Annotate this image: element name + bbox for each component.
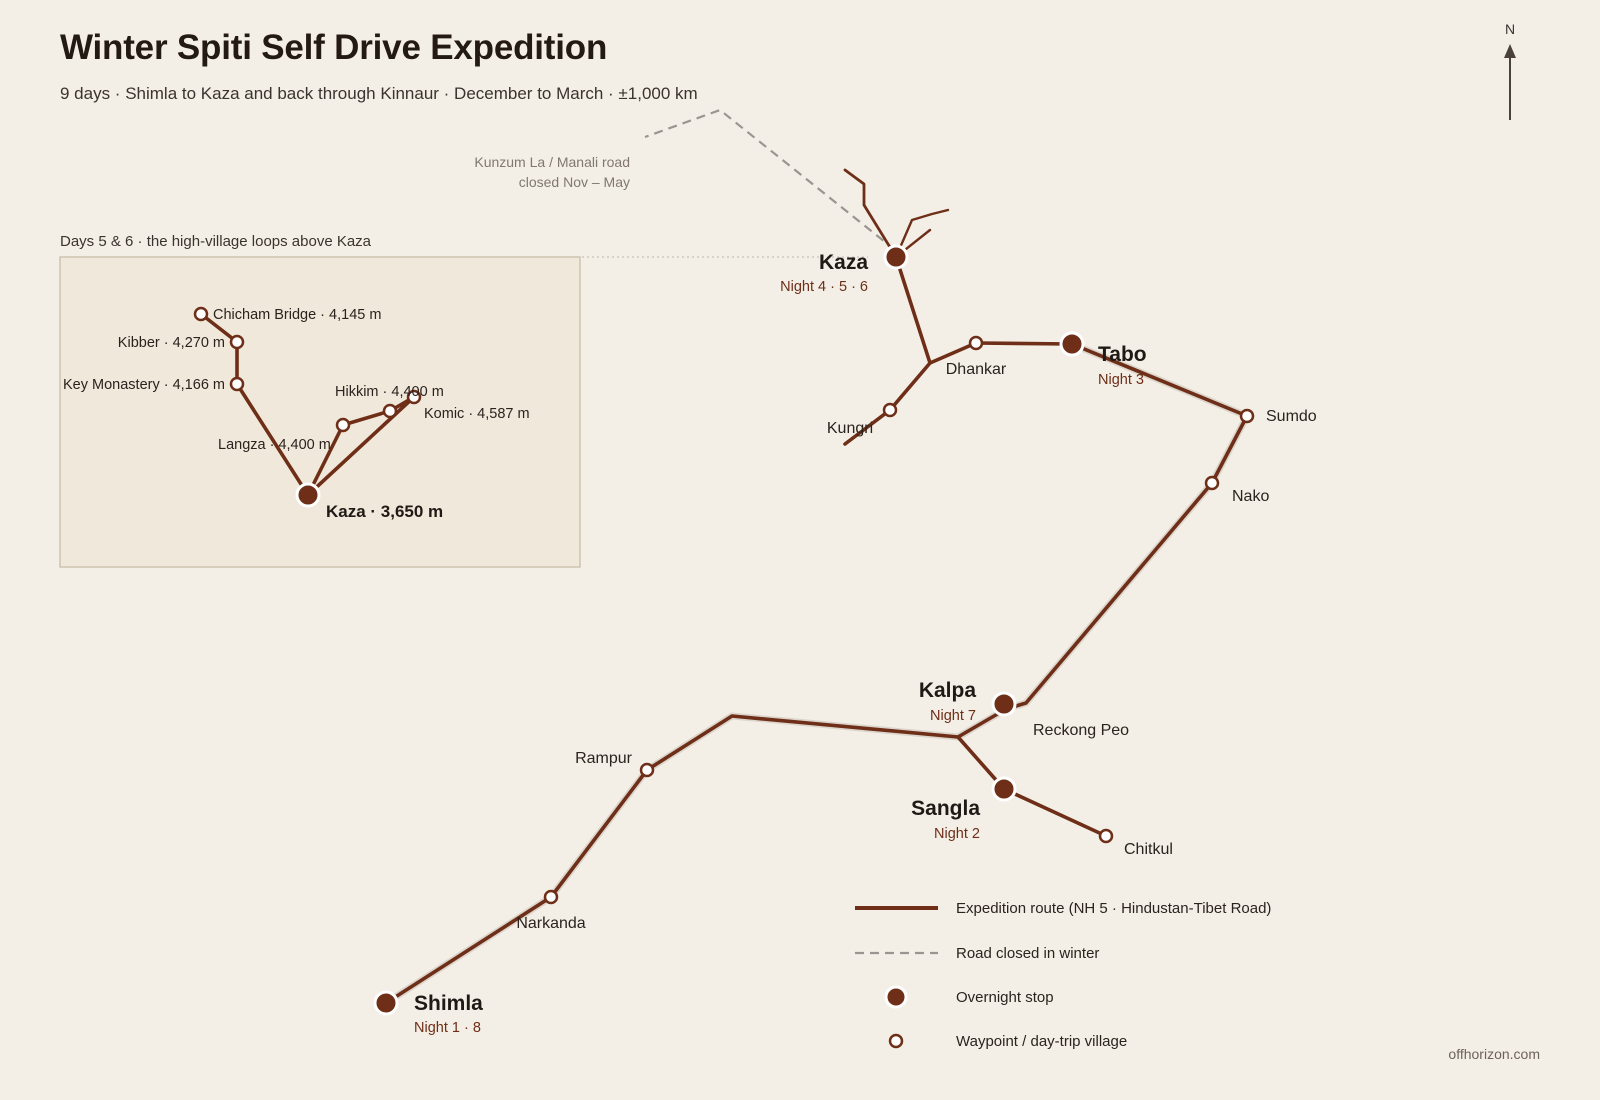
expedition-route-north-spur [843, 168, 898, 259]
waypoint-rampur-label: Rampur [575, 750, 633, 767]
waypoint-nako[interactable] [1204, 475, 1220, 491]
stop-shimla-nights: Night 1 · 8 [414, 1020, 481, 1036]
inset-label-kaza: Kaza · 3,650 m [326, 502, 443, 521]
stop-sangla-name: Sangla [911, 797, 980, 820]
legend-route-label: Expedition route (NH 5 · Hindustan-Tibet… [956, 900, 1271, 917]
stop-kaza[interactable] [883, 244, 909, 270]
stop-tabo[interactable] [1059, 331, 1085, 357]
inset-label-chicham: Chicham Bridge · 4,145 m [213, 307, 381, 323]
inset-waypoint-kibber[interactable] [229, 334, 245, 350]
north-label: N [1505, 21, 1515, 37]
waypoint-kungri-label: Kungri [827, 420, 873, 437]
stop-kaza-nights: Night 4 · 5 · 6 [780, 279, 868, 295]
inset-waypoint-hikkim[interactable] [406, 389, 422, 405]
closed-road-note-line1: Kunzum La / Manali road [474, 154, 630, 170]
inset-label-komic: Komic · 4,587 m [424, 406, 530, 422]
stop-sangla[interactable] [991, 776, 1017, 802]
inset-label-kibber: Kibber · 4,270 m [118, 335, 225, 351]
legend-waypoint-swatch [888, 1033, 904, 1049]
expedition-route-sangla-branch [956, 735, 1108, 838]
stop-shimla-name: Shimla [414, 992, 483, 1015]
inset-caption: Days 5 & 6 · the high-village loops abov… [60, 233, 372, 250]
waypoint-narkanda[interactable] [543, 889, 559, 905]
map-subtitle: 9 days · Shimla to Kaza and back through… [60, 84, 698, 103]
inset-kaza-loops: Days 5 & 6 · the high-village loops abov… [59, 233, 581, 568]
waypoint-sumdo-label: Sumdo [1266, 408, 1317, 425]
legend-waypoint-label: Waypoint / day-trip village [956, 1033, 1127, 1050]
waypoint-chitkul[interactable] [1098, 828, 1114, 844]
legend-overnight-label: Overnight stop [956, 989, 1054, 1006]
inset-label-hikkim: Hikkim · 4,400 m [335, 384, 444, 400]
inset-waypoint-chicham[interactable] [193, 306, 209, 322]
north-arrow-head-icon [1504, 44, 1516, 58]
inset-route-kibber-loop [199, 312, 310, 497]
waypoint-kungri[interactable] [882, 402, 898, 418]
waypoint-sumdo[interactable] [1239, 408, 1255, 424]
stop-shimla[interactable] [373, 990, 399, 1016]
inset-label-key-monastery: Key Monastery · 4,166 m [63, 377, 225, 393]
waypoint-narkanda-label: Narkanda [516, 915, 585, 932]
stop-sangla-nights: Night 2 [934, 826, 980, 842]
stop-kalpa-nights: Night 7 [930, 708, 976, 724]
stop-kaza-name: Kaza [819, 251, 868, 274]
map-title: Winter Spiti Self Drive Expedition [60, 28, 608, 67]
closed-road-note-line2: closed Nov – May [519, 174, 630, 190]
credit-link[interactable]: offhorizon.com [1448, 1046, 1540, 1062]
inset-waypoint-key-monastery[interactable] [229, 376, 245, 392]
stop-tabo-nights: Night 3 [1098, 372, 1144, 388]
waypoint-nako-label: Nako [1232, 488, 1269, 505]
stop-kalpa[interactable] [991, 691, 1017, 717]
legend-closed-label: Road closed in winter [956, 945, 1099, 962]
legend: Expedition route (NH 5 · Hindustan-Tibet… [855, 900, 1271, 1050]
closed-road-line [644, 108, 896, 251]
waypoint-dhankar-label: Dhankar [946, 361, 1007, 378]
legend-overnight-swatch [884, 985, 908, 1009]
inset-label-langza: Langza · 4,400 m [218, 437, 331, 453]
waypoint-chitkul-label: Chitkul [1124, 841, 1173, 858]
inset-box [59, 256, 581, 568]
inset-waypoint-komic[interactable] [382, 403, 398, 419]
north-arrow: N [1504, 21, 1516, 120]
stop-tabo-name: Tabo [1098, 343, 1147, 366]
waypoint-dhankar[interactable] [968, 335, 984, 351]
waypoint-rampur[interactable] [639, 762, 655, 778]
stop-kalpa-name: Kalpa [919, 679, 977, 702]
inset-stop-kaza[interactable] [295, 482, 321, 508]
inset-waypoint-langza[interactable] [335, 417, 351, 433]
waypoint-reckong-peo-label: Reckong Peo [1033, 722, 1129, 739]
